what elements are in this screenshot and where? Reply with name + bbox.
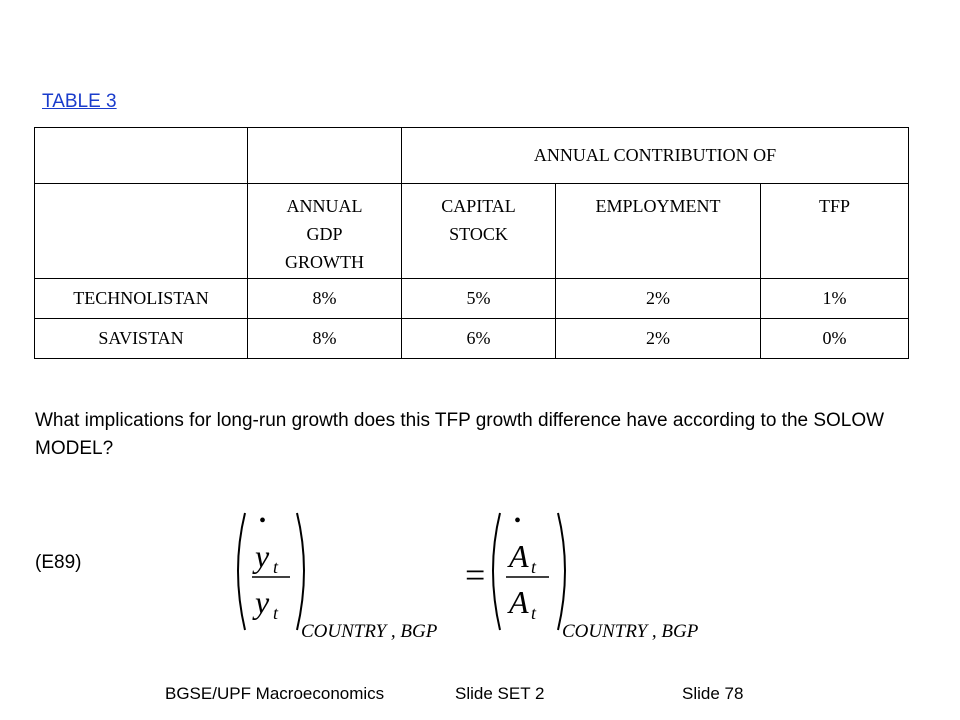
rhs-condition: COUNTRY , BGP [562, 621, 699, 642]
lhs-numerator-sub: t [273, 557, 279, 577]
rhs-numerator-sub: t [531, 557, 537, 577]
right-paren-close [557, 512, 566, 631]
solow-growth-formula: • y t y t COUNTRY , BGP = • A t A t COUN… [237, 510, 699, 642]
table-3-link[interactable]: TABLE 3 [42, 91, 117, 112]
table-cell: 0% [760, 318, 909, 359]
equation-label: (E89) [35, 552, 82, 573]
footer-slide-set: Slide SET 2 [455, 684, 545, 703]
left-paren-close [296, 512, 305, 631]
empty-header-cell [34, 127, 248, 184]
country-cell: TECHNOLISTAN [34, 278, 248, 319]
column-header: TFP [760, 183, 909, 279]
rhs-denominator-sub: t [531, 603, 537, 623]
table-row: TECHNOLISTAN 8% 5% 2% 1% [34, 278, 909, 319]
table-cell: 5% [401, 278, 556, 319]
table-cell: 8% [247, 318, 402, 359]
footer-slide-number: Slide 78 [682, 684, 744, 703]
question-text: What implications for long-run growth do… [35, 410, 885, 459]
lhs-numerator: y [252, 538, 270, 574]
table-cell: 1% [760, 278, 909, 319]
column-header: CAPITAL STOCK [401, 183, 556, 279]
group-header-cell: ANNUAL CONTRIBUTION OF [401, 127, 909, 184]
rhs-denominator: A [507, 584, 529, 620]
column-header: EMPLOYMENT [555, 183, 761, 279]
table-header-row-group: ANNUAL CONTRIBUTION OF [34, 127, 909, 184]
table-header-row-columns: ANNUAL GDP GROWTH CAPITAL STOCK EMPLOYME… [34, 183, 909, 279]
lhs-denominator: y [252, 584, 270, 620]
table-cell: 8% [247, 278, 402, 319]
empty-header-cell [247, 127, 402, 184]
equals-sign: = [465, 555, 485, 595]
column-header: ANNUAL GDP GROWTH [247, 183, 402, 279]
lhs-denominator-sub: t [273, 603, 279, 623]
column-header [34, 183, 248, 279]
table-cell: 2% [555, 318, 761, 359]
table-cell: 6% [401, 318, 556, 359]
right-paren-open [492, 512, 501, 631]
country-cell: SAVISTAN [34, 318, 248, 359]
rhs-numerator: A [507, 538, 529, 574]
rhs-dot: • [514, 510, 521, 532]
table-cell: 2% [555, 278, 761, 319]
lhs-condition: COUNTRY , BGP [301, 621, 438, 642]
left-paren-open [237, 512, 246, 631]
growth-accounting-table: ANNUAL CONTRIBUTION OF ANNUAL GDP GROWTH… [34, 127, 909, 359]
footer-course: BGSE/UPF Macroeconomics [165, 684, 385, 703]
lhs-dot: • [259, 510, 266, 532]
table-row: SAVISTAN 8% 6% 2% 0% [34, 318, 909, 359]
